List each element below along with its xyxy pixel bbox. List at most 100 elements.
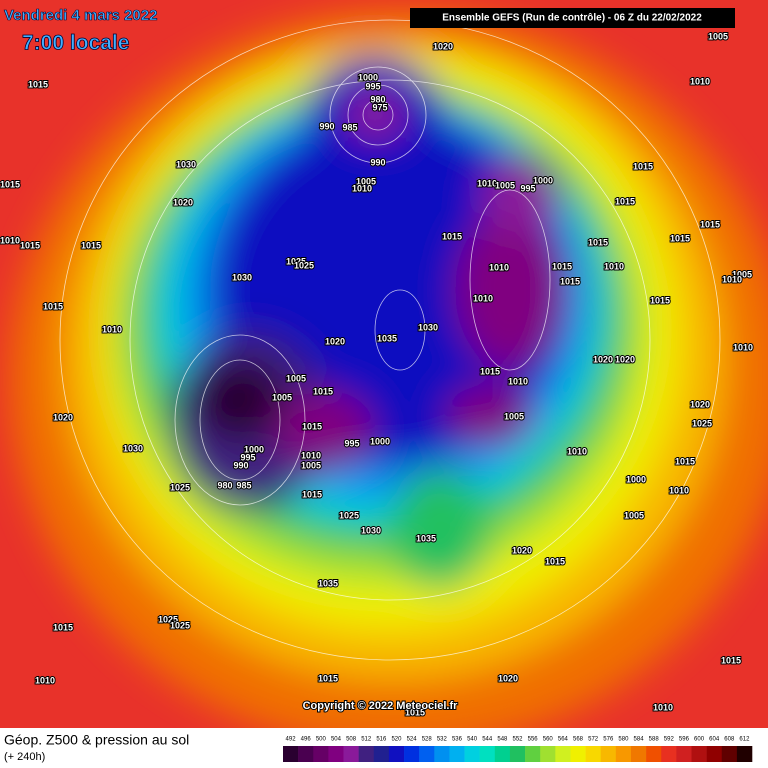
colorbar-label: 608 [724, 737, 735, 743]
isobar-label: 1015 [675, 456, 695, 466]
colorbar-label: 584 [634, 737, 645, 743]
colorbar-cell [313, 746, 329, 762]
isobar-label: 1010 [473, 293, 493, 303]
isobar-label: 1035 [318, 578, 338, 588]
colorbar-label: 528 [422, 737, 433, 743]
isobar-label: 1025 [170, 482, 190, 492]
colorbar-label: 508 [346, 737, 357, 743]
colorbar-cell [570, 746, 586, 762]
isobar-label: 1020 [53, 412, 73, 422]
colorbar-label: 588 [649, 737, 660, 743]
isobar-label: 985 [342, 122, 357, 132]
isobar-label: 1015 [552, 261, 572, 271]
isobar-label: 1010 [0, 235, 20, 245]
colorbar-label: 576 [603, 737, 614, 743]
isobar-label: 1015 [480, 366, 500, 376]
isobar-label: 1005 [708, 31, 728, 41]
isobar-label: 1000 [626, 474, 646, 484]
colorbar-label: 504 [331, 737, 342, 743]
isobar-label: 1025 [286, 256, 306, 266]
isobar-label: 1030 [176, 159, 196, 169]
colorbar-cell [343, 746, 359, 762]
isobar-label: 1015 [560, 276, 580, 286]
colorbar-label: 540 [467, 737, 478, 743]
colorbar-cell [630, 746, 647, 762]
colorbar-label: 568 [573, 737, 584, 743]
colorbar-label: 592 [664, 737, 675, 743]
colorbar-cell [328, 746, 344, 762]
isobar-label: 1000 [533, 175, 553, 185]
colorbar-cell [373, 746, 390, 762]
isobar-label: 1025 [294, 260, 314, 270]
colorbar-cell [600, 746, 617, 762]
isobar-label: 1010 [301, 450, 321, 460]
isobar-label: 1015 [670, 233, 690, 243]
colorbar-cell [388, 746, 405, 762]
isobar-label: 1035 [416, 533, 436, 543]
isobar-label: 1010 [477, 178, 497, 188]
isobar-label: 1015 [53, 622, 73, 632]
colorbar-label: 604 [709, 737, 720, 743]
copyright: Copyright © 2022 Meteociel.fr [303, 700, 459, 712]
isobar-label: 1005 [504, 411, 524, 421]
isobar-label: 1010 [669, 485, 689, 495]
run-box [410, 8, 735, 28]
colorbar-label: 556 [528, 737, 539, 743]
run-info: Ensemble GEFS (Run de contrôle) - 06 Z d… [442, 13, 702, 24]
isobar-label: 1030 [361, 525, 381, 535]
map-background [0, 0, 768, 750]
colorbar-cell [661, 746, 677, 762]
isobar-label: 1005 [272, 392, 292, 402]
isobar-label: 1020 [325, 336, 345, 346]
colorbar-label: 496 [301, 737, 312, 743]
isobar-label: 990 [319, 121, 334, 131]
colorbar: 492 496 500 504 508 512 516 520 524 528 532 536 540 5… [283, 737, 753, 762]
isobar-label: 995 [240, 452, 255, 462]
colorbar-label: 532 [437, 737, 448, 743]
colorbar-cell [509, 746, 526, 762]
colorbar-label: 612 [739, 737, 750, 743]
colorbar-label: 548 [497, 737, 508, 743]
isobar-label: 1020 [512, 545, 532, 555]
colorbar-cell [419, 746, 435, 762]
isobar-label: 1015 [442, 231, 462, 241]
colorbar-label: 572 [588, 737, 599, 743]
isobar-label: 1015 [43, 301, 63, 311]
isobar-label: 985 [236, 480, 251, 490]
isobar-label: 1010 [508, 376, 528, 386]
isobar-label: 1005 [624, 510, 644, 520]
isobar-label: 1000 [370, 436, 390, 446]
isobar-label: 1030 [418, 322, 438, 332]
isobar-label: 1015 [405, 707, 425, 717]
isobar-label: 1010 [567, 446, 587, 456]
colorbar-cell [555, 746, 571, 762]
colorbar-label: 596 [679, 737, 690, 743]
isobar-label: 1015 [650, 295, 670, 305]
isobar-label: 1010 [722, 274, 742, 284]
isobar-label: 1000 [244, 444, 264, 454]
colorbar-cell [736, 746, 753, 762]
isobar-label: 980 [370, 94, 385, 104]
colorbar-cell [676, 746, 692, 762]
isobar-label: 1020 [690, 399, 710, 409]
colorbar-cell [464, 746, 480, 762]
colorbar-label: 512 [361, 737, 372, 743]
isobar-label: 1015 [700, 219, 720, 229]
isobar-label: 1015 [0, 179, 20, 189]
isobar-label: 1020 [498, 673, 518, 683]
colorbar-cell [449, 746, 465, 762]
isobar-label: 975 [372, 102, 387, 112]
colorbar-label: 580 [618, 737, 629, 743]
colorbar-label: 544 [482, 737, 493, 743]
isobar-label: 995 [520, 183, 535, 193]
local-time: 7:00 locale [22, 32, 129, 55]
colorbar-label: 516 [376, 737, 387, 743]
isobar-label: 1020 [615, 354, 635, 364]
isobar-label: 1000 [358, 72, 378, 82]
isobar-label: 1025 [170, 620, 190, 630]
colorbar-label: 552 [512, 737, 523, 743]
colorbar-cell [721, 746, 738, 762]
colorbar-label: 536 [452, 737, 463, 743]
isobar-label: 1035 [377, 333, 397, 343]
